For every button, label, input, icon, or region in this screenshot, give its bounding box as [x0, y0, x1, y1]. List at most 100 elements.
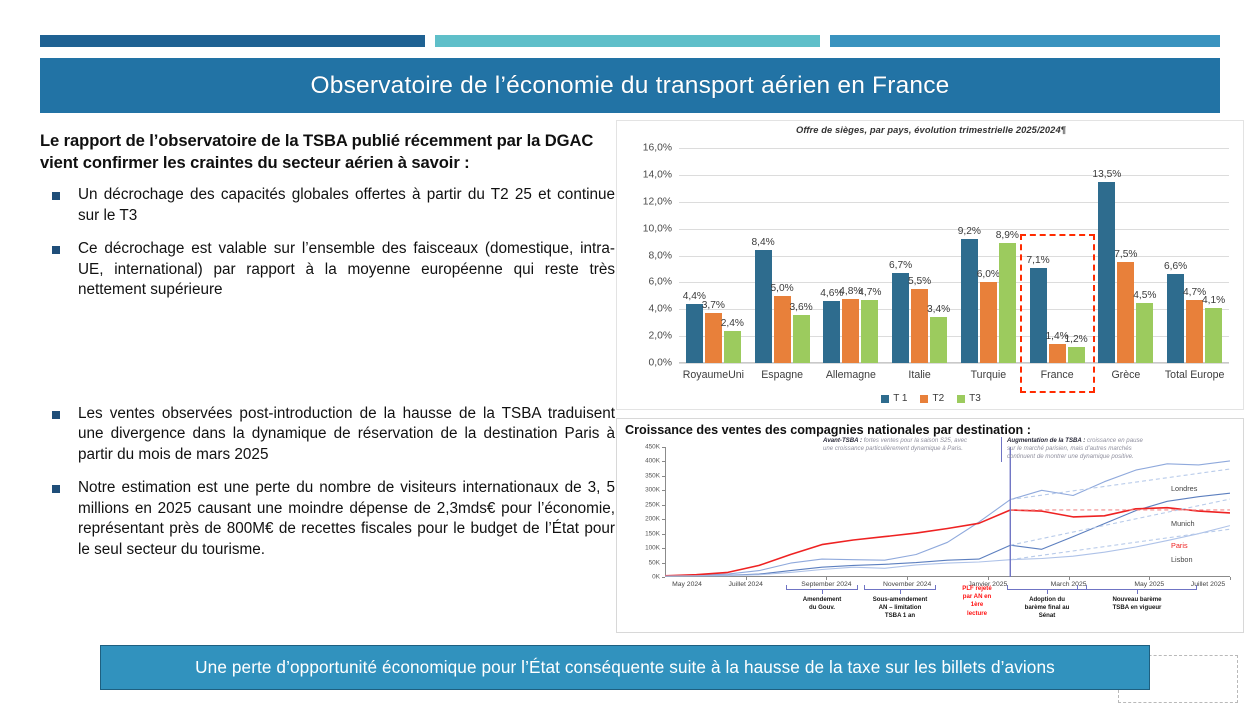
tick-mark — [662, 519, 665, 521]
tick-mark — [1149, 577, 1151, 580]
bar: 4,4% — [683, 291, 706, 363]
bar: 1,2% — [1065, 334, 1088, 363]
bar-value-label: 6,6% — [1164, 261, 1188, 273]
line-y-axis-tick-label: 250K — [645, 501, 660, 509]
deco-bar-middle — [435, 35, 820, 47]
line-x-axis-tick-label: May 2024 — [672, 581, 702, 588]
bar: 4,1% — [1202, 295, 1225, 363]
left-content-column-lower: Les ventes observées post-introduction d… — [40, 392, 615, 573]
series-label-londres: Londres — [1171, 484, 1198, 493]
line-y-axis-tick-label: 450K — [645, 443, 660, 451]
line-series-londres — [665, 460, 1230, 577]
bar-value-label: 7,1% — [1026, 254, 1050, 266]
deco-bar-right — [830, 35, 1220, 47]
line-y-axis-tick-label: 0K — [652, 573, 660, 581]
tick-mark — [745, 577, 747, 580]
timeline-brace-stem — [900, 590, 901, 594]
bar: 6,7% — [889, 260, 912, 363]
gridline — [679, 336, 1229, 338]
trend-dashed-munich — [1010, 498, 1230, 546]
title-banner: Observatoire de l’économie du transport … — [40, 58, 1220, 113]
timeline-brace-stem — [1137, 590, 1138, 594]
tick-mark — [826, 577, 828, 580]
bar: 4,6% — [820, 288, 843, 363]
bar-value-label: 1,2% — [1064, 333, 1088, 345]
timeline-brace — [1007, 585, 1087, 590]
bar-value-label: 5,0% — [770, 282, 794, 294]
lead-paragraph: Le rapport de l’observatoire de la TSBA … — [40, 131, 594, 172]
bar-chart-plot-area: 0,0% 2,0% 4,0% 6,0% 8,0% 10,0% 12,0% 14,0% 16,0%… — [643, 143, 1229, 382]
line-y-axis-tick-label: 200K — [645, 515, 660, 523]
bar-value-label: 3,4% — [927, 304, 951, 316]
x-axis-category-label: Turquie — [970, 369, 1007, 381]
gridline — [679, 174, 1229, 176]
timeline-brace — [1077, 585, 1197, 590]
bar-value-label: 8,9% — [995, 230, 1019, 242]
series-label-munich: Munich — [1171, 519, 1195, 528]
bar-group: 7,1% 1,4% 1,2% France — [1023, 148, 1092, 381]
line-chart-x-axis — [665, 576, 1230, 577]
bar-chart-title: Offre de sièges, par pays, évolution tri… — [796, 125, 1066, 135]
tick-mark — [662, 548, 665, 550]
timeline-brace — [786, 585, 858, 590]
bar-value-label: 7,5% — [1114, 249, 1138, 261]
tick-mark — [662, 461, 665, 463]
line-x-axis-tick-label: Juillet 2024 — [728, 581, 763, 588]
legend-item: T2 — [920, 393, 944, 404]
legend-label: T2 — [932, 393, 945, 404]
bullet-text: Notre estimation est une perte du nombre… — [78, 479, 615, 558]
bar-value-label: 2,4% — [720, 317, 744, 329]
tick-mark — [662, 533, 665, 535]
list-item: Les ventes observées post-introduction d… — [40, 404, 615, 465]
x-axis-category-label: Total Europe — [1164, 369, 1225, 381]
timeline-brace-stem — [1047, 590, 1048, 594]
bullet-square-icon — [52, 411, 60, 419]
bullet-text: Les ventes observées post-introduction d… — [78, 405, 615, 463]
line-y-axis-tick-label: 300K — [645, 486, 660, 494]
bar: 8,4% — [752, 237, 775, 363]
y-axis-tick-label: 2,0% — [648, 330, 672, 342]
y-axis-tick-label: 16,0% — [642, 142, 672, 154]
bar-value-label: 6,7% — [889, 259, 913, 271]
bar-value-label: 4,5% — [1133, 289, 1157, 301]
bullet-list-bottom: Les ventes observées post-introduction d… — [40, 404, 615, 560]
tick-mark — [662, 504, 665, 506]
line-series-munich — [665, 492, 1230, 577]
gridline — [679, 255, 1229, 257]
tick-mark — [907, 577, 909, 580]
line-y-axis-tick-label: 150K — [645, 530, 660, 538]
bar-group: 6,6% 4,7% 4,1% Total Europe — [1160, 148, 1229, 381]
bar: 9,2% — [958, 226, 981, 363]
annotation-text: croissance en pause sur le marché parisi… — [1007, 437, 1143, 461]
left-content-column: Le rapport de l’observatoire de la TSBA … — [40, 130, 615, 314]
bar-value-label: 3,6% — [789, 301, 813, 313]
bullet-square-icon — [52, 192, 60, 201]
bar: 4,5% — [1133, 290, 1156, 363]
bar-value-label: 5,5% — [908, 276, 932, 288]
bar-group: 6,7% 5,5% 3,4% Italie — [885, 148, 954, 381]
line-x-axis-tick-label: Juillet 2025 — [1190, 581, 1226, 588]
tick-mark — [1230, 577, 1231, 580]
series-label-paris: Paris — [1171, 541, 1188, 550]
bar-group: 4,6% 4,8% 4,7% Allemagne — [817, 148, 886, 382]
tick-mark — [662, 490, 665, 492]
bar: 7,5% — [1114, 249, 1137, 363]
timeline-note-amendement-gouv: Amendement du Gouv. — [802, 596, 842, 612]
bar: 4,7% — [1183, 287, 1206, 363]
line-y-axis-tick-label: 50K — [648, 559, 660, 567]
page-title: Observatoire de l’économie du transport … — [310, 71, 950, 99]
bar-value-label: 6,0% — [976, 269, 1000, 281]
x-axis-category-label: France — [1040, 369, 1074, 381]
annotation-augmentation-tsba: Augmentation de la TSBA : croissance en … — [1001, 437, 1151, 462]
line-series-paris — [665, 506, 1230, 577]
bar-value-label: 3,7% — [701, 300, 725, 312]
legend-item: T3 — [957, 393, 981, 404]
line-x-axis-tick-label: May 2025 — [1134, 581, 1165, 588]
x-axis-category-label: Italie — [908, 369, 931, 381]
legend-label: T 1 — [893, 393, 908, 404]
timeline-note-nouveau-bareme: Nouveau barème TSBA en vigueur — [1112, 596, 1162, 612]
y-axis-tick-label: 14,0% — [642, 169, 672, 181]
tick-mark — [987, 577, 989, 580]
bar: 13,5% — [1092, 169, 1121, 363]
